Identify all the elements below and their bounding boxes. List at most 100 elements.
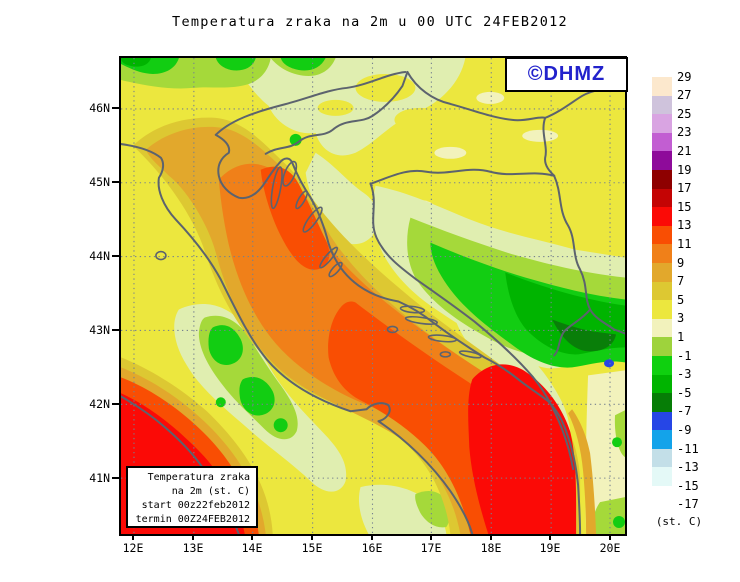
colorbar-tick-label: 27 [677, 88, 692, 103]
field-yellow-patches [317, 73, 447, 132]
colorbar-cell [652, 114, 672, 133]
run-info-line: termin 00Z24FEB2012 [135, 514, 250, 525]
colorbar-tick-label: -7 [677, 404, 692, 419]
run-info-box: Temperatura zraka na 2m (st. C) start 00z2… [126, 466, 258, 528]
colorbar-tick-label: 11 [677, 236, 692, 251]
lon-label: 15E [301, 541, 323, 555]
border-hungary-croatia [406, 70, 556, 177]
field-pale-cream [397, 91, 625, 534]
colorbar-cell [652, 318, 672, 338]
colorbar-tick-label: 15 [677, 199, 692, 214]
colorbar-unit-label: (st. C) [655, 515, 703, 528]
colorbar-cell [652, 393, 672, 412]
lat-tick [112, 181, 119, 183]
lon-tick [549, 534, 551, 540]
colorbar-cell [652, 169, 672, 189]
colorbar-cell [652, 355, 672, 375]
colorbar-cell [652, 467, 672, 487]
colorbar-cell [652, 77, 672, 96]
colorbar-cell [652, 151, 672, 170]
colorbar-tick-label: 5 [677, 292, 685, 307]
border-drina-serbia [553, 174, 625, 335]
colorbar-cell [652, 374, 672, 394]
lat-tick [112, 107, 119, 109]
colorbar-tick-label: 17 [677, 181, 692, 196]
colorbar-cell [652, 225, 672, 245]
lat-label: 42N [89, 397, 110, 411]
lat-tick [112, 329, 119, 331]
colorbar-tick-label: 29 [677, 69, 692, 84]
lon-tick [311, 534, 313, 540]
colorbar-cell [652, 281, 672, 301]
lat-tick [112, 477, 119, 479]
map-plot-area [119, 56, 627, 536]
colorbar-cell [652, 448, 672, 468]
run-info-line: na 2m (st. C) [171, 486, 250, 497]
lat-label: 41N [89, 471, 110, 485]
colorbar-cell [652, 244, 672, 263]
lon-label: 17E [420, 541, 442, 555]
border-bosnia-west [369, 182, 575, 471]
colorbar-tick-label: -11 [677, 441, 699, 456]
page-title: Temperatura zraka na 2m u 00 UTC 24FEB20… [172, 14, 568, 30]
dhmz-watermark-text: ©DHMZ [527, 63, 606, 85]
colorbar-tick-label: 1 [677, 329, 685, 344]
lat-label: 43N [89, 323, 110, 337]
lon-tick [490, 534, 492, 540]
colorbar-cell [652, 262, 672, 282]
colorbar-cell [652, 411, 672, 431]
run-info-line: start 00z22feb2012 [141, 500, 250, 511]
lon-label: 20E [599, 541, 621, 555]
dhmz-watermark-box: ©DHMZ [505, 57, 628, 92]
colorbar-tick-label: -5 [677, 385, 692, 400]
colorbar-tick-label: 13 [677, 218, 692, 233]
colorbar-cell [652, 132, 672, 152]
colorbar-cell [652, 300, 672, 319]
lon-label: 19E [539, 541, 561, 555]
lon-label: 12E [122, 541, 144, 555]
border-alps-north [214, 70, 407, 136]
lon-tick [251, 534, 253, 540]
colorbar-tick-label: -17 [677, 497, 699, 512]
temperature-field-map [121, 58, 625, 534]
colorbar-tick-label: -9 [677, 422, 692, 437]
colorbar-tick-label: 23 [677, 125, 692, 140]
temperature-colorbar: 29 27 25 23 21 19 17 15 13 11 9 7 5 3 1 -1 -3 -5 -7 -9 -11 -1… [652, 70, 699, 511]
adriatic-islands [155, 160, 482, 359]
border-sava [369, 168, 556, 185]
lake-outline [155, 250, 167, 261]
colorbar-tick-label: 25 [677, 106, 692, 121]
colorbar-tick-label: 9 [677, 255, 685, 270]
lat-label: 44N [89, 249, 110, 263]
colorbar-cell [652, 188, 672, 208]
coastlines-and-borders [121, 70, 625, 534]
colorbar-tick-label: 3 [677, 311, 685, 326]
lon-label: 16E [361, 541, 383, 555]
run-info-line: Temperatura zraka [147, 472, 250, 483]
lon-label: 18E [480, 541, 502, 555]
lon-tick [192, 534, 194, 540]
colorbar-cell [652, 486, 672, 505]
colorbar-cell [652, 207, 672, 226]
colorbar-cell [652, 95, 672, 115]
colorbar-tick-label: -3 [677, 367, 692, 382]
colorbar-tick-label: 21 [677, 143, 692, 158]
border-montenegro [553, 308, 592, 357]
border-slovenia-croatia [264, 70, 409, 155]
lon-tick [609, 534, 611, 540]
colorbar-tick-label: -15 [677, 478, 699, 493]
coast-italy-adriatic [121, 143, 474, 534]
colorbar-cell [652, 337, 672, 356]
lon-tick [132, 534, 134, 540]
colorbar-tick-label: -13 [677, 460, 699, 475]
colorbar-tick-label: 7 [677, 274, 685, 289]
lat-label: 45N [89, 175, 110, 189]
colorbar-tick-label: 19 [677, 162, 692, 177]
lon-tick [371, 534, 373, 540]
field-cold-blue-spot [604, 359, 615, 368]
lon-label: 14E [241, 541, 263, 555]
lat-tick [112, 255, 119, 257]
lon-tick [430, 534, 432, 540]
lat-label: 46N [89, 101, 110, 115]
